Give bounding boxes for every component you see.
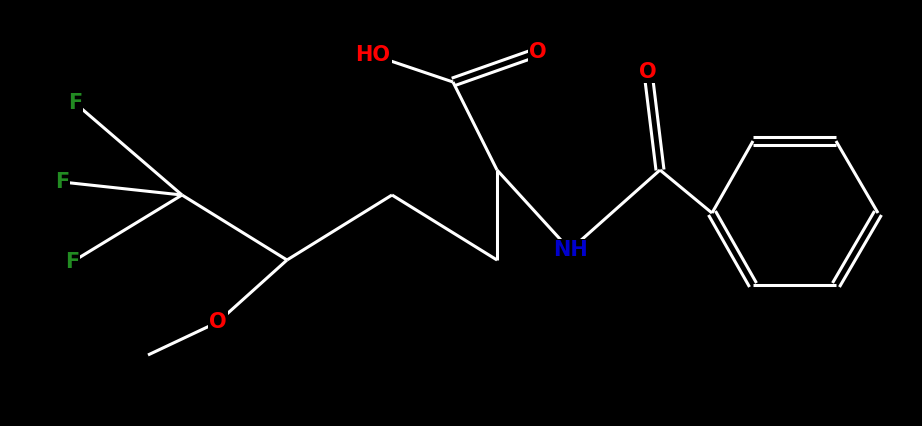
Text: NH: NH [552, 240, 587, 260]
Text: HO: HO [356, 45, 391, 65]
Text: O: O [209, 312, 227, 332]
Text: O: O [639, 62, 656, 82]
Text: F: F [55, 172, 69, 192]
Text: F: F [65, 252, 79, 272]
Text: F: F [68, 93, 82, 113]
Text: O: O [529, 42, 547, 62]
